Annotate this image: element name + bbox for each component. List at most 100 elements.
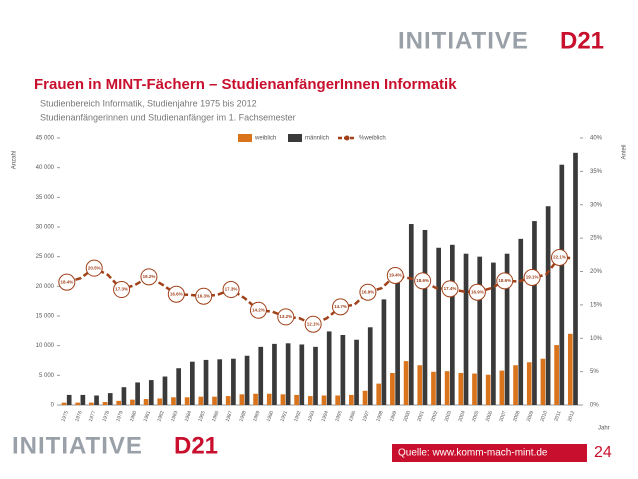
- bar: [307, 396, 313, 405]
- subtitle: Studienbereich Informatik, Studienjahre …: [40, 98, 257, 108]
- y-tick-label: 0: [51, 403, 55, 409]
- x-tick-label: 2007: [498, 410, 508, 423]
- y2-tick-label: 15%: [590, 302, 603, 308]
- x-tick-label: 2003: [444, 410, 454, 423]
- bar: [231, 358, 236, 405]
- data-label: 17.4%: [444, 286, 457, 291]
- bar: [532, 221, 537, 405]
- x-tick-label: 1990: [266, 410, 276, 423]
- point-marker: [468, 283, 486, 301]
- point-marker: [140, 268, 158, 286]
- data-label: 19.1%: [526, 275, 539, 280]
- bar: [121, 387, 127, 405]
- bar: [491, 262, 496, 405]
- bar: [540, 358, 546, 405]
- bar: [340, 334, 346, 405]
- bar: [381, 299, 387, 405]
- bar: [116, 400, 122, 405]
- x-tick-label: 1998: [375, 410, 385, 423]
- page-number: 24: [594, 444, 612, 461]
- data-label: 18.6%: [498, 278, 511, 283]
- data-label: 16.6%: [170, 291, 183, 296]
- legend-label: weiblich: [254, 136, 276, 142]
- bar: [225, 396, 231, 405]
- bar: [335, 395, 341, 405]
- bar: [376, 383, 382, 405]
- bar: [403, 361, 409, 405]
- y2-tick-label: 35%: [590, 169, 603, 175]
- bar: [176, 368, 181, 405]
- point-marker: [332, 298, 350, 316]
- data-label: 19.4%: [389, 273, 402, 278]
- x-tick-label: 2005: [471, 410, 481, 423]
- y2-tick-label: 5%: [590, 369, 599, 375]
- legend-label: männlich: [305, 136, 329, 142]
- data-label: 18.6%: [416, 278, 429, 283]
- bar: [80, 394, 86, 405]
- y-tick-label: 20 000: [36, 284, 55, 290]
- point-marker: [167, 285, 185, 303]
- point-marker: [249, 301, 267, 319]
- bar: [559, 164, 565, 405]
- y2-tick-label: 0%: [590, 403, 599, 409]
- bar: [349, 394, 354, 405]
- data-label: 17.3%: [115, 287, 128, 292]
- x-tick-label: 2002: [430, 410, 440, 423]
- x-tick-label: 1985: [197, 410, 207, 423]
- logo-mark: D21: [560, 27, 604, 54]
- y-tick-label: 35 000: [36, 195, 55, 201]
- chart-title: Frauen in MINT-Fächern – Studienanfänger…: [34, 76, 457, 93]
- bar: [135, 382, 140, 405]
- y2-tick-label: 40%: [590, 136, 603, 142]
- bar: [504, 253, 510, 405]
- bar: [107, 393, 113, 405]
- point-marker: [386, 267, 404, 285]
- bar: [94, 395, 99, 405]
- bar: [450, 244, 455, 405]
- x-tick-label: 2006: [485, 410, 495, 423]
- data-label: 12.1%: [307, 321, 320, 326]
- x-tick-label: 1984: [184, 410, 194, 423]
- logo-mark: D21: [174, 432, 218, 459]
- bar: [545, 206, 551, 405]
- bar: [526, 362, 532, 405]
- y2-axis-label: Anteil: [622, 144, 628, 159]
- bar: [321, 395, 327, 405]
- point-marker: [441, 280, 459, 298]
- bar: [422, 229, 428, 405]
- y2-tick-label: 30%: [590, 202, 603, 208]
- x-tick-label: 1996: [348, 410, 358, 423]
- x-tick-label: 1992: [293, 410, 303, 423]
- x-tick-label: 1991: [279, 410, 289, 423]
- bar: [458, 372, 464, 405]
- bar: [244, 355, 250, 405]
- bar: [203, 359, 209, 405]
- bar: [436, 247, 441, 405]
- logo-name: INITIATIVE: [12, 432, 143, 459]
- x-tick-label: 1999: [389, 410, 399, 423]
- y-tick-label: 25 000: [36, 254, 55, 260]
- bar: [477, 256, 483, 405]
- x-tick-label: 1976: [74, 410, 84, 423]
- bar: [513, 365, 518, 405]
- y2-tick-label: 10%: [590, 336, 603, 342]
- legend-swatch: [288, 134, 302, 142]
- bar: [162, 376, 168, 405]
- logo-name: INITIATIVE: [398, 27, 529, 54]
- point-marker: [359, 283, 377, 301]
- bar: [417, 365, 423, 405]
- data-label: 16.9%: [362, 289, 375, 294]
- x-tick-label: 1983: [170, 410, 180, 423]
- bar: [272, 343, 277, 405]
- bar: [171, 397, 176, 405]
- x-tick-label: 1995: [334, 410, 344, 423]
- x-tick-label: 1997: [362, 410, 372, 423]
- y-tick-label: 40 000: [36, 165, 55, 171]
- bar: [157, 398, 163, 405]
- subtitle: Studienanfängerinnen und Studienanfänger…: [40, 112, 296, 122]
- y-tick-label: 45 000: [36, 136, 55, 142]
- y-axis-label: Anzahl: [12, 151, 18, 169]
- legend-label: %weiblich: [359, 136, 386, 142]
